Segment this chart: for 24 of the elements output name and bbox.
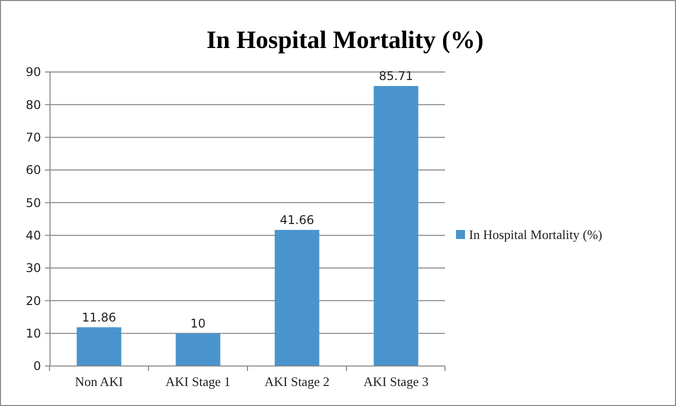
legend-label: In Hospital Mortality (%) <box>469 227 602 242</box>
x-tick-label: AKI Stage 2 <box>264 374 330 389</box>
y-tick-label: 70 <box>26 130 41 145</box>
bar <box>374 86 418 366</box>
y-tick-label: 60 <box>26 163 41 178</box>
data-label: 10 <box>190 316 206 330</box>
x-tick-label: AKI Stage 3 <box>363 374 428 389</box>
y-tick-label: 40 <box>26 228 41 243</box>
y-tick-label: 50 <box>26 196 41 210</box>
y-tick-label: 30 <box>26 261 41 276</box>
bar <box>176 333 220 366</box>
x-tick-label: Non AKI <box>74 374 124 389</box>
x-tick-label: AKI Stage 1 <box>166 374 230 389</box>
y-tick-label: 0 <box>33 359 41 374</box>
y-tick-label: 80 <box>26 98 41 112</box>
bar <box>76 327 122 366</box>
data-label: 41.66 <box>280 212 314 227</box>
chart-title: In Hospital Mortality (%) <box>206 27 484 54</box>
data-label: 11.86 <box>82 310 116 324</box>
bar <box>274 230 320 366</box>
y-tick-label: 10 <box>26 326 41 341</box>
data-label: 85.71 <box>378 69 414 84</box>
y-tick-label: 90 <box>26 65 41 80</box>
y-tick-label: 20 <box>26 294 41 308</box>
